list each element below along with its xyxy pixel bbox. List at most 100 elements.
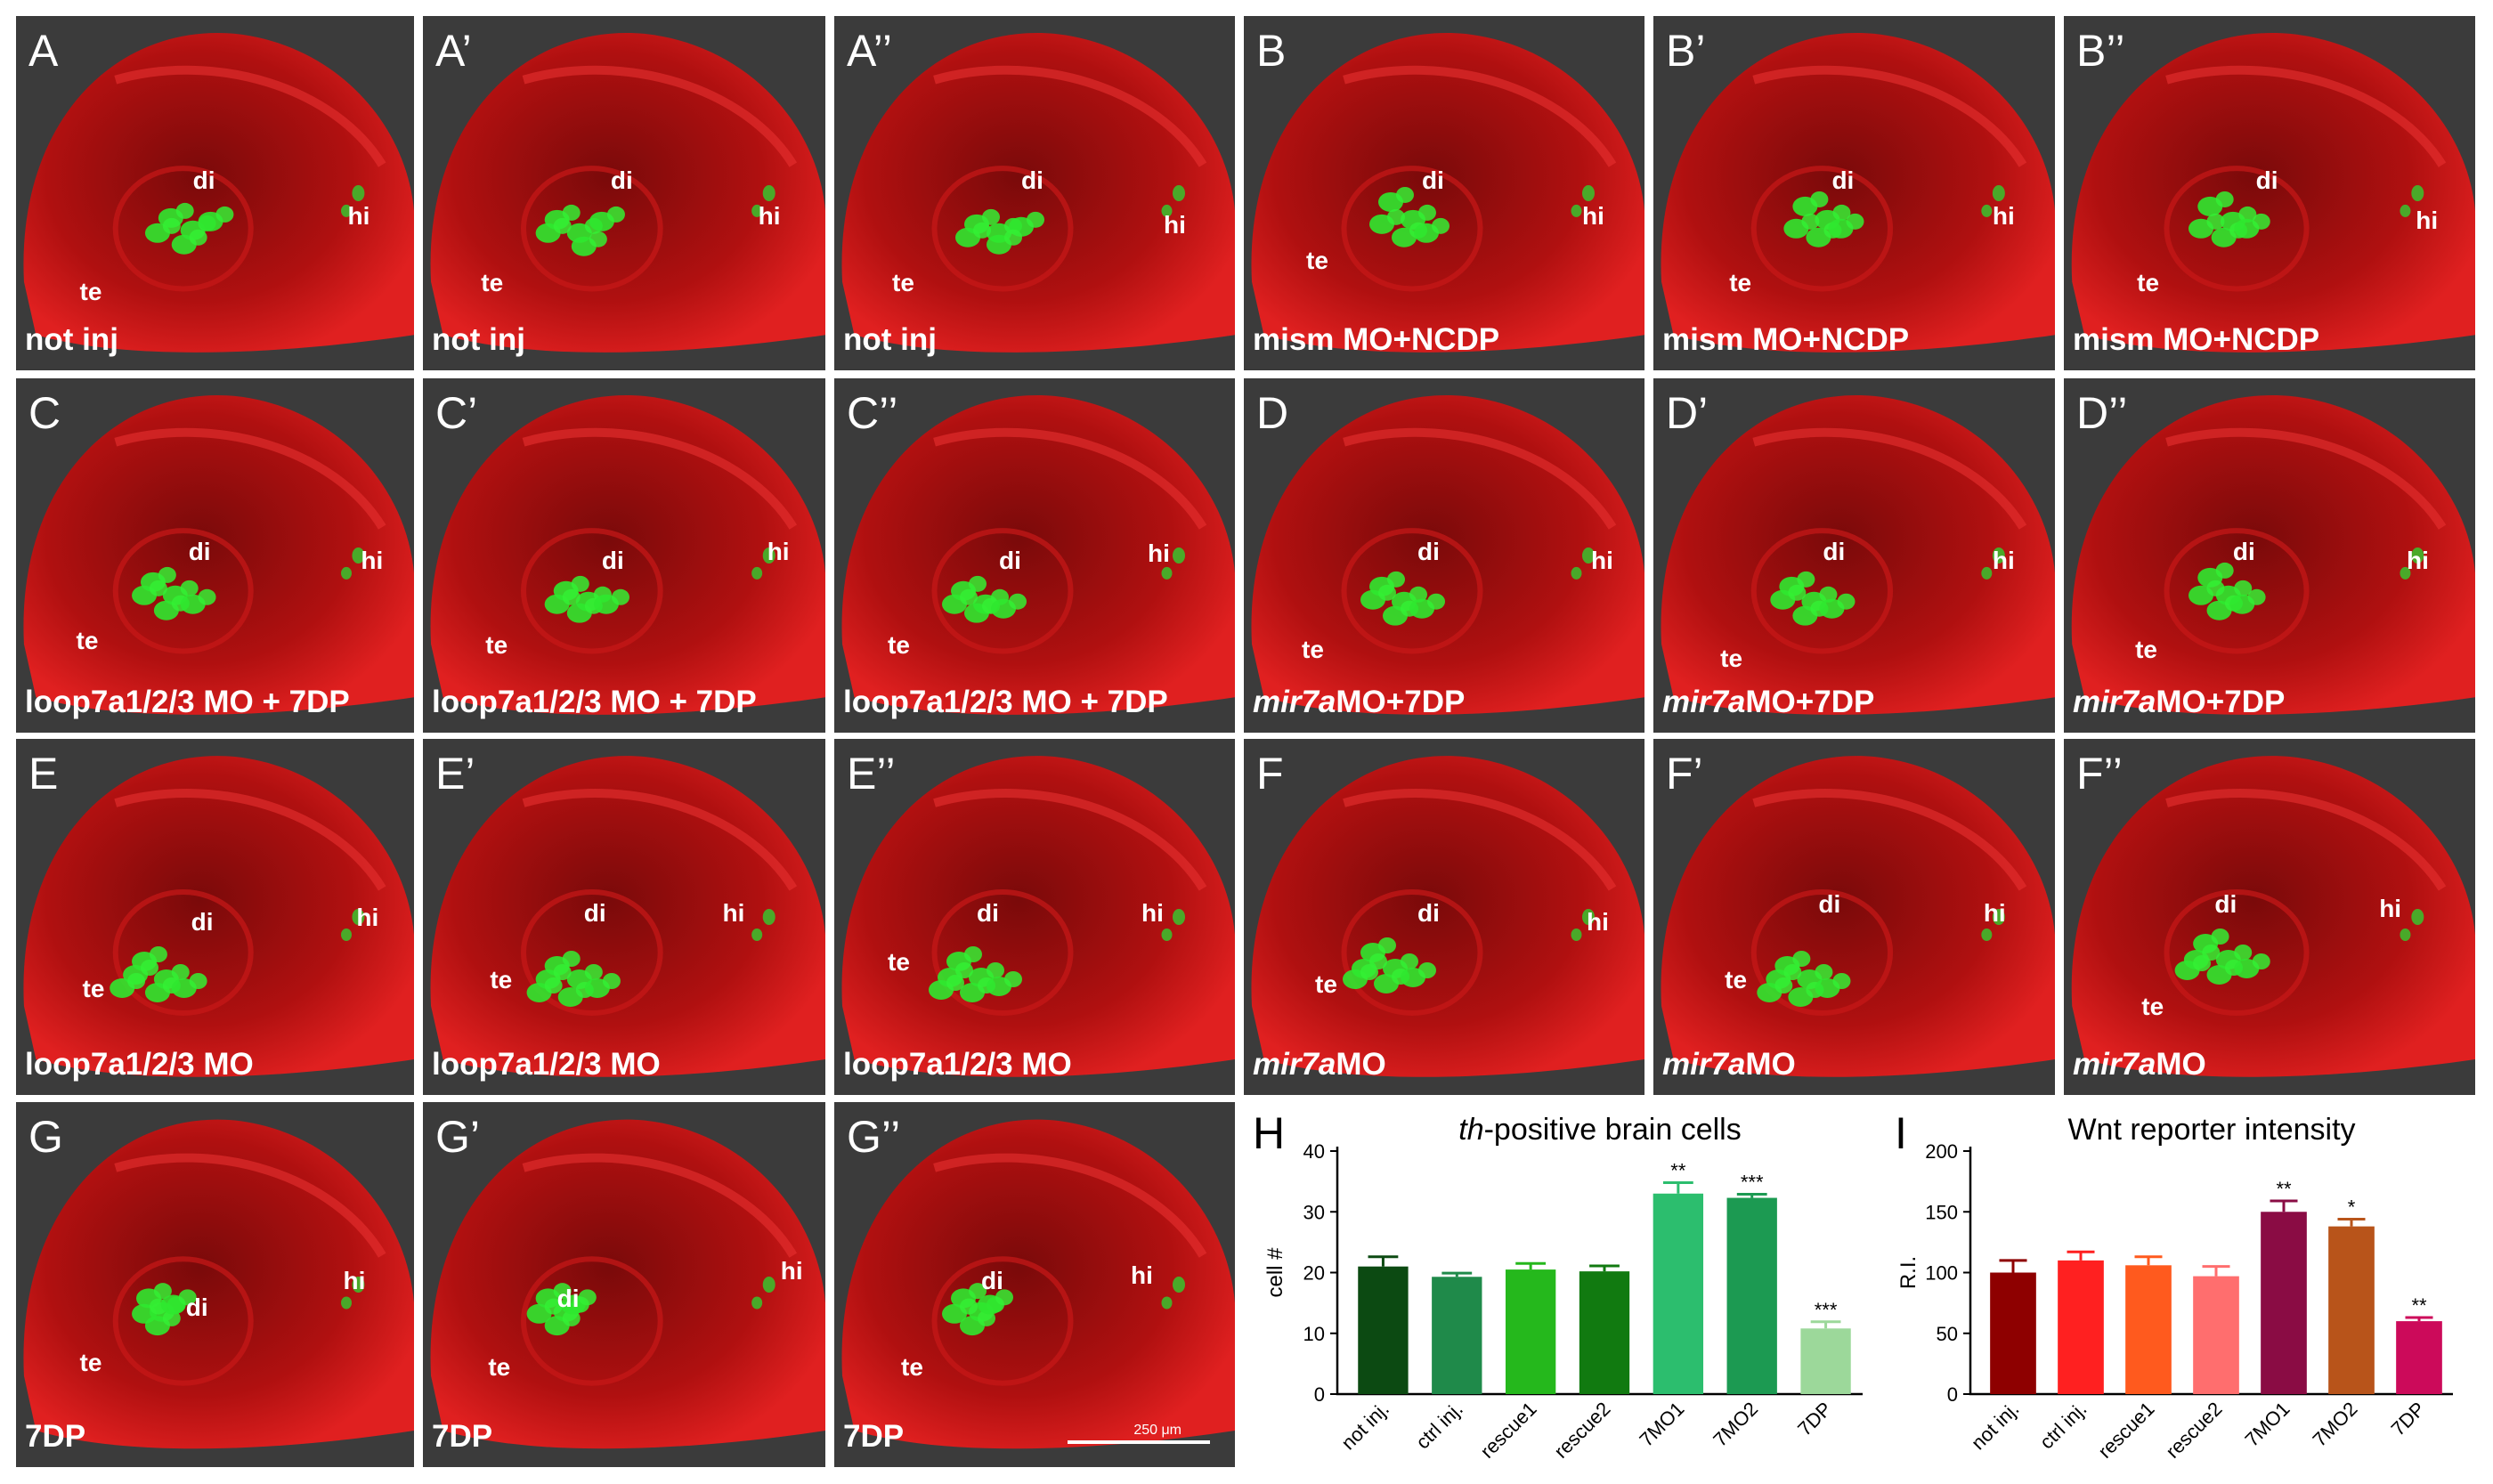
region-label-di: di [192, 166, 215, 195]
error-bar [2405, 1316, 2433, 1322]
region-label-hi: hi [2379, 895, 2402, 922]
y-tick-label: 10 [1303, 1323, 1325, 1345]
condition-label-italic: mir7a [2073, 685, 2156, 719]
bar [1653, 1193, 1704, 1394]
region-label-hi: hi [1131, 1261, 1153, 1290]
error-bar [1736, 1192, 1767, 1198]
y-axis-label: R.I. [1896, 1256, 1921, 1289]
micrograph-panel: G’’ 7DP di hi te 250 μm [834, 1102, 1235, 1467]
x-category-label: rescue2 [2162, 1398, 2227, 1463]
panel-letter: D’’ [2076, 388, 2128, 438]
x-category-label: 7MO1 [1635, 1398, 1688, 1451]
chart-title: th-positive brain cells [1458, 1113, 1741, 1147]
condition-label: mir7aMO [2073, 1047, 2206, 1083]
condition-label-rest: MO [1745, 1047, 1796, 1082]
region-label-hi: hi [1164, 210, 1186, 239]
region-label-di: di [1818, 890, 1841, 918]
panel-letter: D’ [1666, 388, 1709, 438]
region-label-te: te [485, 630, 508, 659]
region-label-di: di [1417, 899, 1440, 927]
panel-letter: E’ [435, 749, 475, 799]
region-label-di: di [556, 1285, 580, 1312]
region-label-hi: hi [361, 547, 384, 575]
condition-label: mir7aMO [1662, 1047, 1796, 1083]
panel-letter: B’’ [2076, 26, 2125, 76]
region-label-te: te [82, 975, 105, 1002]
condition-label: loop7a1/2/3 MO + 7DP [432, 685, 757, 719]
error-bar [1810, 1320, 1841, 1329]
condition-label: mism MO+NCDP [1662, 322, 1910, 357]
bar [1358, 1266, 1409, 1394]
region-label-te: te [1729, 268, 1752, 296]
region-label-te: te [76, 626, 99, 654]
embryo-head-image [1244, 16, 1644, 370]
condition-label: not inj [432, 322, 525, 357]
embryo-head-image [1653, 739, 2055, 1095]
region-label-di: di [981, 1266, 1003, 1294]
micrograph-panel: A’ not inj di hi te [423, 16, 825, 370]
panel-letter: D [1256, 388, 1289, 438]
panel-letter: C’’ [847, 388, 898, 438]
region-label-hi: hi [1148, 539, 1170, 568]
condition-label: not inj [843, 322, 937, 357]
significance-marker: *** [1741, 1171, 1764, 1193]
error-bar [1368, 1255, 1399, 1267]
embryo-head-image [834, 739, 1235, 1095]
embryo-head-image [2064, 378, 2475, 733]
embryo-head-image [2064, 16, 2475, 370]
panel-letter: C [28, 388, 61, 438]
bar [2125, 1265, 2172, 1394]
region-label-hi: hi [1591, 547, 1613, 575]
bar [1579, 1271, 1630, 1394]
chart-title: Wnt reporter intensity [2067, 1113, 2355, 1147]
condition-label-rest: MO+7DP [2156, 685, 2286, 719]
condition-label-italic: mir7a [1662, 685, 1746, 719]
embryo-head-image [1653, 16, 2055, 370]
significance-marker: *** [1815, 1299, 1838, 1321]
embryo-head-image [2064, 739, 2475, 1095]
y-tick-label: 30 [1303, 1201, 1325, 1223]
micrograph-panel: E’ loop7a1/2/3 MO di hi te [423, 739, 825, 1095]
bar [1432, 1277, 1482, 1394]
significance-marker: * [2348, 1196, 2356, 1218]
region-label-di: di [185, 1293, 208, 1322]
x-category-label: rescue1 [1476, 1398, 1541, 1463]
embryo-head-image [834, 378, 1235, 733]
region-label-di: di [1823, 538, 1846, 566]
y-tick-label: 20 [1303, 1262, 1325, 1285]
region-label-hi: hi [356, 904, 379, 931]
region-label-hi: hi [1983, 899, 2006, 927]
condition-label: loop7a1/2/3 MO [432, 1047, 661, 1082]
condition-label: not inj [25, 322, 118, 357]
panel-letter: F [1256, 749, 1284, 799]
panel-letter: B [1256, 26, 1287, 76]
embryo-head-image [423, 739, 825, 1095]
significance-marker: ** [2276, 1178, 2292, 1200]
region-label-te: te [892, 268, 914, 296]
panel-letter: G’’ [847, 1112, 901, 1162]
significance-marker: ** [2411, 1294, 2427, 1317]
x-category-label: rescue1 [2094, 1398, 2159, 1463]
embryo-head-image [423, 1102, 825, 1467]
bar [2261, 1212, 2307, 1394]
region-label-hi: hi [1141, 899, 1164, 927]
condition-label-rest: MO+7DP [1745, 685, 1875, 719]
chart-title-italic: th [1458, 1113, 1483, 1147]
region-label-te: te [79, 1348, 102, 1376]
region-label-te: te [79, 277, 102, 305]
panel-letter: A’ [435, 26, 472, 76]
panel-letter: G’ [435, 1112, 480, 1162]
region-label-hi: hi [2416, 206, 2439, 234]
error-bar [2067, 1250, 2095, 1261]
region-label-hi: hi [780, 1257, 803, 1285]
bar [2328, 1226, 2375, 1394]
y-axis-label: cell # [1263, 1247, 1287, 1298]
condition-label: 7DP [432, 1419, 493, 1454]
region-label-te: te [488, 1352, 511, 1381]
region-label-hi: hi [1587, 908, 1609, 936]
condition-label: loop7a1/2/3 MO + 7DP [843, 685, 1168, 719]
region-label-di: di [610, 166, 633, 195]
